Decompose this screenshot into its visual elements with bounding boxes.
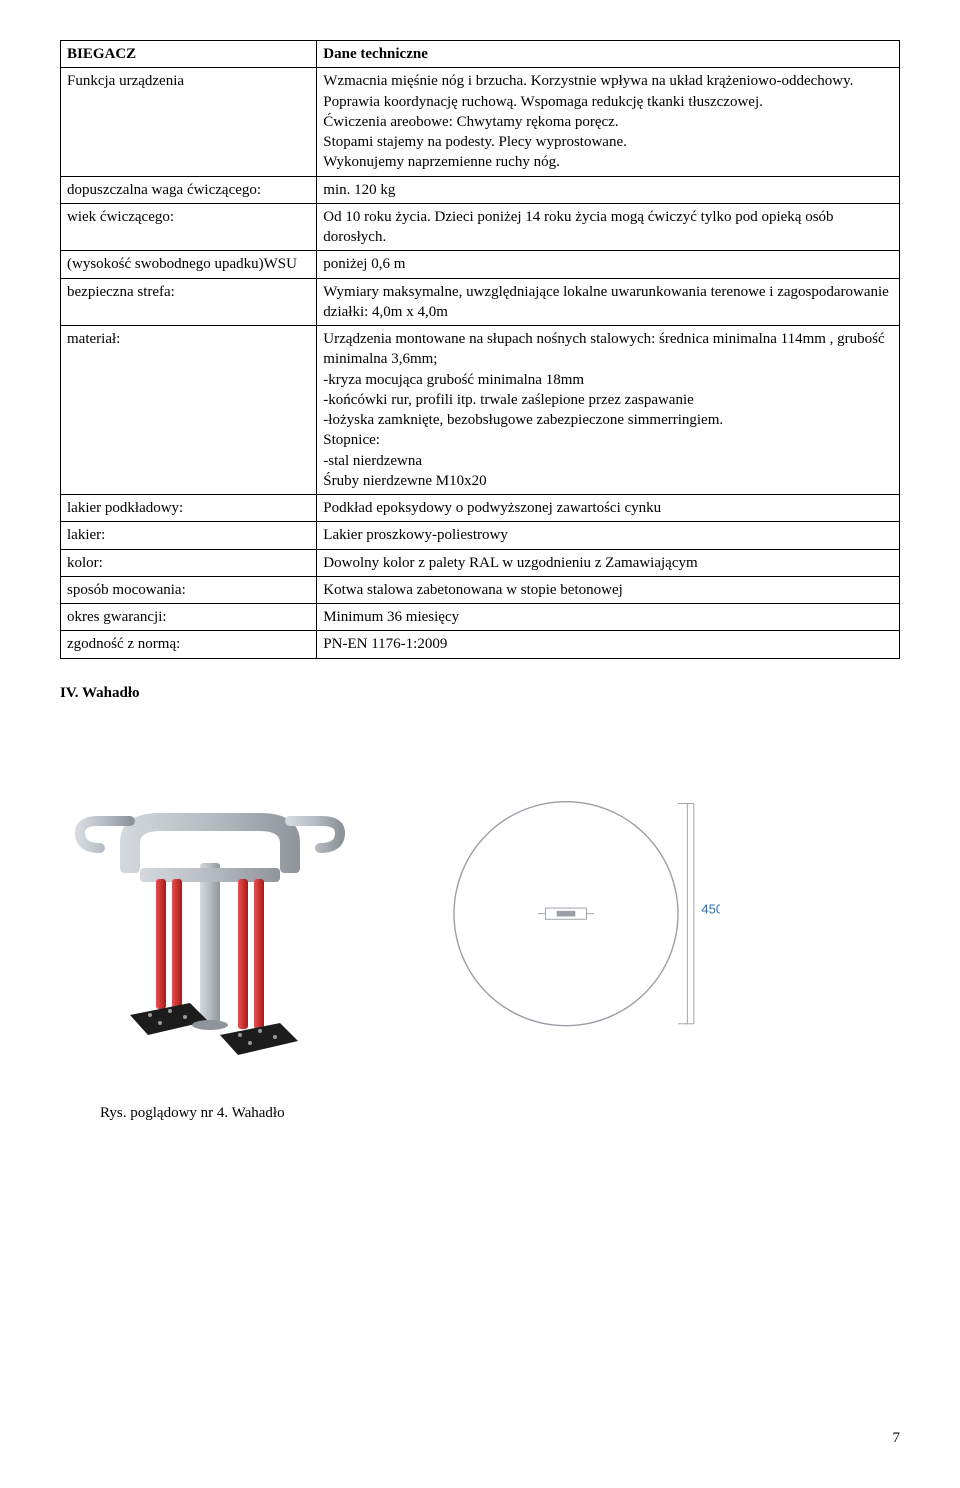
table-row: (wysokość swobodnego upadku)WSUponiżej 0… <box>61 251 900 278</box>
table-value: poniżej 0,6 m <box>317 251 900 278</box>
table-value: Kotwa stalowa zabetonowana w stopie beto… <box>317 576 900 603</box>
table-row: lakier:Lakier proszkowy-poliestrowy <box>61 522 900 549</box>
table-value: Lakier proszkowy-poliestrowy <box>317 522 900 549</box>
table-value: Od 10 roku życia. Dzieci poniżej 14 roku… <box>317 203 900 251</box>
table-value: PN-EN 1176-1:2009 <box>317 631 900 658</box>
table-key: okres gwarancji: <box>61 604 317 631</box>
table-row: zgodność z normą:PN-EN 1176-1:2009 <box>61 631 900 658</box>
dimension-label: 4500 <box>701 901 720 916</box>
figure-area: 4500 <box>60 773 900 1073</box>
spec-table: BIEGACZDane techniczneFunkcja urządzenia… <box>60 40 900 659</box>
table-key: kolor: <box>61 549 317 576</box>
figure-caption: Rys. poglądowy nr 4. Wahadło <box>100 1103 900 1123</box>
table-value: Podkład epoksydowy o podwyższonej zawart… <box>317 495 900 522</box>
table-row: kolor:Dowolny kolor z palety RAL w uzgod… <box>61 549 900 576</box>
table-key: (wysokość swobodnego upadku)WSU <box>61 251 317 278</box>
table-key: sposób mocowania: <box>61 576 317 603</box>
table-key: Funkcja urządzenia <box>61 68 317 176</box>
spec-table-body: BIEGACZDane techniczneFunkcja urządzenia… <box>61 41 900 659</box>
table-row: Funkcja urządzeniaWzmacnia mięśnie nóg i… <box>61 68 900 176</box>
table-key: zgodność z normą: <box>61 631 317 658</box>
equipment-illustration <box>60 773 360 1073</box>
table-row: dopuszczalna waga ćwiczącego:min. 120 kg <box>61 176 900 203</box>
table-value: min. 120 kg <box>317 176 900 203</box>
table-key: lakier: <box>61 522 317 549</box>
table-value: Dowolny kolor z palety RAL w uzgodnieniu… <box>317 549 900 576</box>
table-key: lakier podkładowy: <box>61 495 317 522</box>
table-key: materiał: <box>61 326 317 495</box>
section-heading: IV. Wahadło <box>60 683 900 703</box>
table-row: sposób mocowania:Kotwa stalowa zabetonow… <box>61 576 900 603</box>
table-row: bezpieczna strefa:Wymiary maksymalne, uw… <box>61 278 900 326</box>
table-key: bezpieczna strefa: <box>61 278 317 326</box>
table-row: wiek ćwiczącego:Od 10 roku życia. Dzieci… <box>61 203 900 251</box>
table-row: BIEGACZDane techniczne <box>61 41 900 68</box>
table-key: dopuszczalna waga ćwiczącego: <box>61 176 317 203</box>
table-value: Urządzenia montowane na słupach nośnych … <box>317 326 900 495</box>
table-value: Dane techniczne <box>317 41 900 68</box>
table-key: wiek ćwiczącego: <box>61 203 317 251</box>
table-row: materiał:Urządzenia montowane na słupach… <box>61 326 900 495</box>
safety-zone-diagram: 4500 <box>440 783 720 1063</box>
table-row: lakier podkładowy:Podkład epoksydowy o p… <box>61 495 900 522</box>
table-value: Minimum 36 miesięcy <box>317 604 900 631</box>
table-value: Wzmacnia mięśnie nóg i brzucha. Korzystn… <box>317 68 900 176</box>
table-value: Wymiary maksymalne, uwzględniające lokal… <box>317 278 900 326</box>
table-row: okres gwarancji:Minimum 36 miesięcy <box>61 604 900 631</box>
table-key: BIEGACZ <box>61 41 317 68</box>
page-number: 7 <box>893 1428 901 1448</box>
